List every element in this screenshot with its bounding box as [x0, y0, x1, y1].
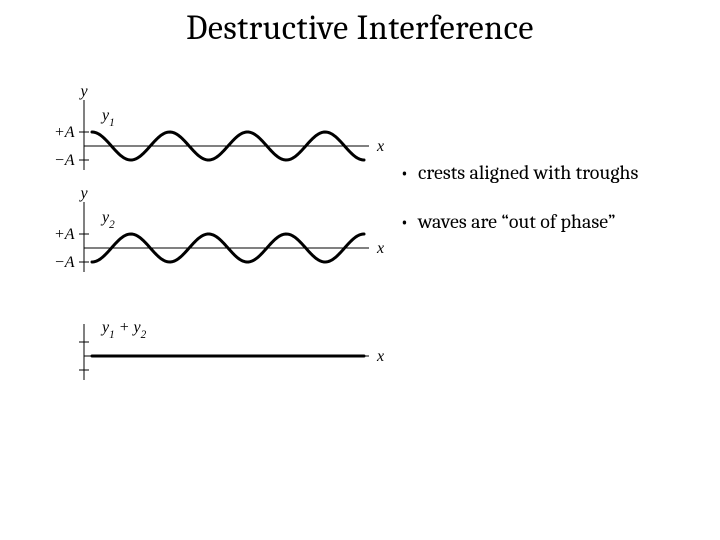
bullet-item: • waves are “out of phase”: [400, 209, 700, 234]
slide-title: Destructive Interference: [0, 8, 720, 48]
bullet-text: waves are “out of phase”: [418, 209, 700, 234]
svg-text:y: y: [78, 88, 88, 100]
svg-text:y1: y1: [100, 107, 115, 129]
svg-text:x: x: [376, 348, 384, 365]
svg-text:x: x: [376, 138, 384, 155]
svg-text:y: y: [78, 185, 88, 202]
bullet-item: • crests aligned with troughs: [400, 160, 700, 185]
svg-text:y1 + y2: y1 + y2: [100, 319, 147, 341]
bullet-list: • crests aligned with troughs • waves ar…: [400, 160, 700, 258]
svg-text:x: x: [376, 240, 384, 257]
svg-text:−A: −A: [54, 254, 75, 271]
svg-text:+A: +A: [54, 226, 75, 243]
interference-diagram: y x +A −A y1 y x +A −A y2 x y1 + y2: [14, 88, 394, 418]
svg-text:−A: −A: [54, 152, 75, 169]
bullet-marker: •: [400, 160, 418, 185]
bullet-marker: •: [400, 209, 418, 234]
svg-text:y2: y2: [100, 209, 115, 231]
svg-text:+A: +A: [54, 124, 75, 141]
bullet-text: crests aligned with troughs: [418, 160, 700, 185]
